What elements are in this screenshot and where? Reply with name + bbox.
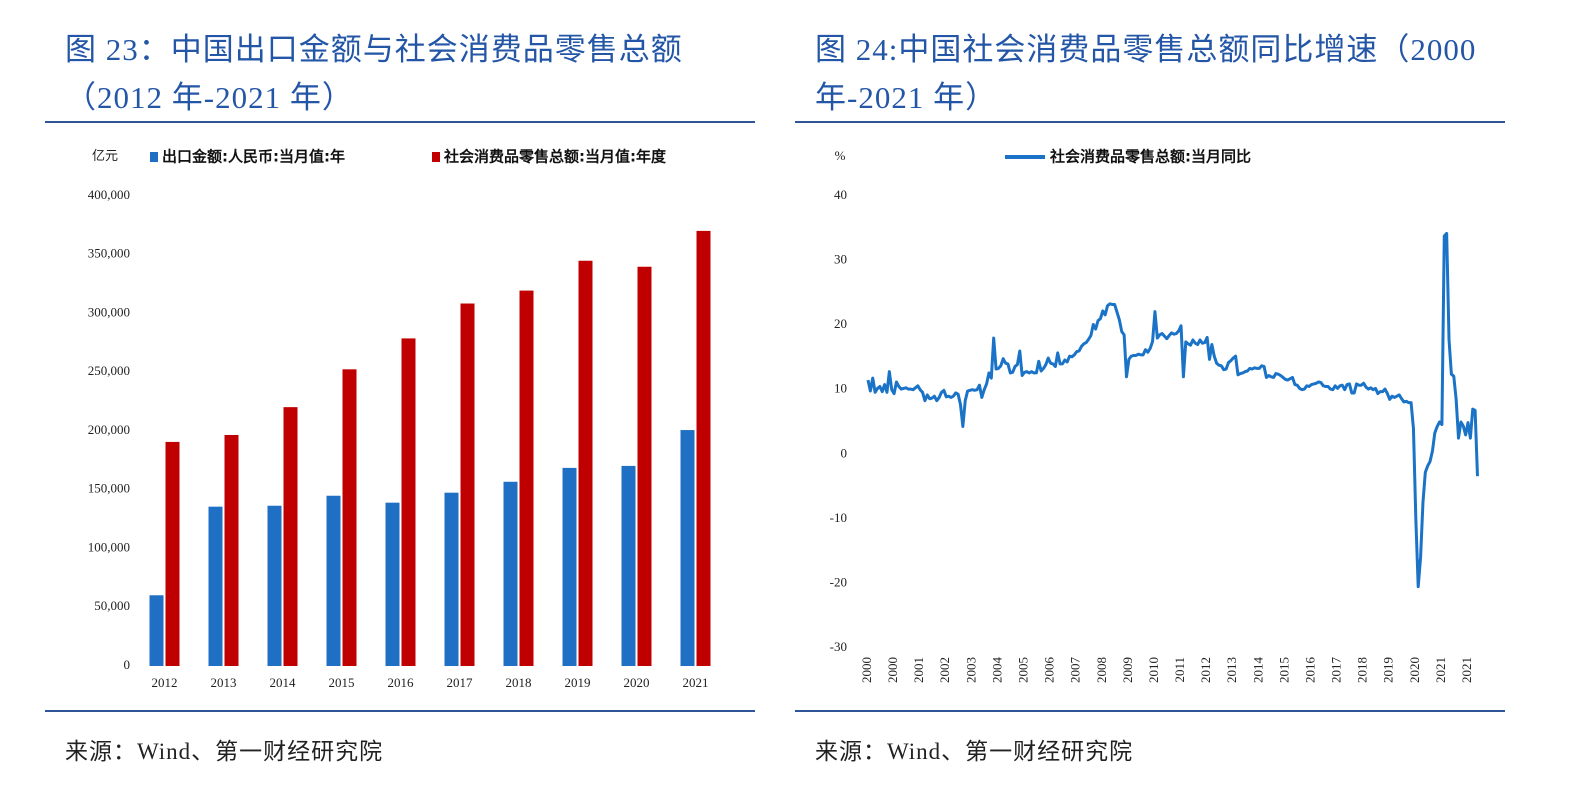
x-tick-label: 2011 — [1172, 657, 1187, 683]
bar — [444, 492, 459, 666]
y-tick-label: 50,000 — [94, 598, 130, 613]
bar — [342, 369, 357, 666]
x-tick-label: 2005 — [1016, 657, 1031, 683]
bar — [267, 505, 282, 666]
x-tick-label: 2017 — [1329, 657, 1344, 684]
x-tick-label: 2019 — [1381, 657, 1396, 683]
x-tick-label: 2007 — [1068, 657, 1083, 684]
x-tick-label: 2020 — [624, 675, 650, 690]
bar — [637, 266, 652, 666]
x-tick-label: 2012 — [152, 675, 178, 690]
y-tick-label: 400,000 — [88, 187, 130, 202]
x-tick-label: 2018 — [506, 675, 532, 690]
bar — [385, 502, 400, 666]
bar — [149, 595, 164, 666]
bar — [503, 481, 518, 666]
x-tick-label: 2015 — [329, 675, 355, 690]
y-tick-label: 30 — [834, 252, 847, 267]
y-tick-label: 10 — [834, 381, 847, 396]
y-unit: 亿元 — [92, 148, 118, 163]
panel: 图 24:中国社会消费品零售总额同比增速（2000 年-2021 年） % -30… — [795, 0, 1505, 800]
x-tick-label: 2021 — [683, 675, 709, 690]
y-tick-label: 300,000 — [88, 304, 130, 319]
legend-swatch — [150, 152, 158, 162]
x-tick-label: 2020 — [1407, 657, 1422, 683]
bar — [460, 303, 475, 666]
figure-title: 图 24:中国社会消费品零售总额同比增速（2000 年-2021 年） — [815, 32, 1477, 115]
rule — [795, 710, 1505, 712]
x-tick-label: 2013 — [211, 675, 237, 690]
chart: 亿元 0 50,000 100,000 150,000 200,000 250,000 300… — [88, 148, 711, 690]
x-tick-label: 2008 — [1094, 657, 1109, 683]
rule — [45, 710, 755, 712]
line — [866, 231, 1479, 589]
bar — [283, 407, 298, 666]
x-tick-label: 2015 — [1276, 657, 1291, 683]
x-tick-label: 2000 — [885, 657, 900, 683]
y-unit: % — [835, 148, 846, 163]
y-tick-label: 20 — [834, 316, 847, 331]
x-tick-label: 2017 — [447, 675, 474, 690]
x-tick-label: 2004 — [989, 657, 1004, 684]
x-tick-label: 2021 — [1433, 657, 1448, 683]
x-tick-label: 2001 — [911, 657, 926, 683]
x-tick-label: 2016 — [388, 675, 415, 690]
y-tick-label: -20 — [830, 574, 847, 589]
x-tick-label: 2010 — [1146, 657, 1161, 683]
y-tick-label: 150,000 — [88, 481, 130, 496]
y-tick-label: 350,000 — [88, 246, 130, 261]
x-tick-label: 2006 — [1042, 657, 1057, 684]
bar — [696, 230, 711, 666]
source: 来源：Wind、第一财经研究院 — [815, 739, 1134, 764]
x-tick-label: 2013 — [1224, 657, 1239, 683]
y-tick-label: -30 — [830, 639, 847, 654]
bar — [401, 338, 416, 666]
chart: % -30 -20 -10 0 10 20 30 40 2000 2000 2001 2002 2003 2… — [830, 148, 1479, 684]
legend-label: 出口金额:人民币:当月值:年 — [162, 148, 345, 166]
legend-label: 社会消费品零售总额:当月值:年度 — [443, 148, 667, 166]
legend-swatch — [432, 152, 440, 162]
bar — [680, 430, 695, 666]
y-tick-label: 100,000 — [88, 539, 130, 554]
y-tick-label: 0 — [841, 445, 848, 460]
x-tick-label: 2002 — [937, 657, 952, 683]
bar — [621, 465, 636, 666]
y-tick-label: 200,000 — [88, 422, 130, 437]
bar — [562, 467, 577, 666]
x-tick-label: 2009 — [1120, 657, 1135, 683]
x-tick-label: 2018 — [1355, 657, 1370, 683]
y-tick-label: 250,000 — [88, 363, 130, 378]
bar — [165, 441, 180, 666]
x-tick-label: 2012 — [1198, 657, 1213, 683]
x-tick-label: 2016 — [1302, 657, 1317, 684]
bar — [326, 495, 341, 666]
x-tick-label: 2000 — [859, 657, 874, 683]
x-tick-label: 2014 — [1250, 657, 1265, 684]
source: 来源：Wind、第一财经研究院 — [65, 739, 384, 764]
y-tick-label: 0 — [124, 657, 131, 672]
rule — [45, 121, 755, 123]
panel: 图 23：中国出口金额与社会消费品零售总额（2012 年-2021 年） 亿元 0… — [45, 0, 755, 800]
x-tick-label: 2014 — [270, 675, 297, 690]
bar — [578, 260, 593, 666]
figure-title: 图 23：中国出口金额与社会消费品零售总额（2012 年-2021 年） — [65, 32, 683, 115]
x-tick-label: 2003 — [963, 657, 978, 683]
rule — [795, 121, 1505, 123]
legend-label: 社会消费品零售总额:当月同比 — [1049, 148, 1251, 166]
bar — [519, 290, 534, 666]
bar — [224, 434, 239, 666]
x-tick-label: 2019 — [565, 675, 591, 690]
bar — [208, 506, 223, 666]
y-tick-label: -10 — [830, 510, 847, 525]
x-tick-label: 2021 — [1459, 657, 1474, 683]
y-tick-label: 40 — [834, 187, 847, 202]
